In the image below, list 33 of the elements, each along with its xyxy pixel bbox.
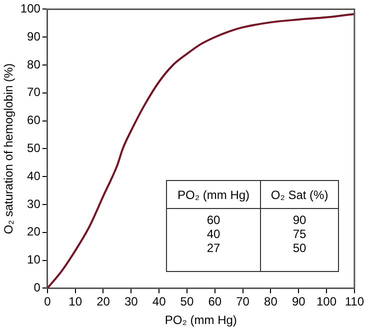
annotation: 50 [292,241,308,256]
annotation: 27 [206,241,222,256]
y-tick-label: 50 [27,141,41,156]
x-axis-title: PO₂ (mm Hg) [164,313,237,328]
annotation: 90 [292,213,308,228]
x-tick-label: 70 [236,294,250,309]
y-tick-label: 20 [27,224,41,239]
annotation: 40 [206,227,222,242]
x-tick-label: 110 [344,294,364,309]
x-tick-label: 90 [292,294,306,309]
annotation: 75 [292,227,308,242]
y-tick-label: 60 [27,113,41,128]
x-tick-label: 10 [68,294,82,309]
y-tick-label: 90 [27,29,41,44]
x-tick-label: 60 [208,294,222,309]
y-tick-label: 0 [34,280,41,295]
annotation: PO₂ (mm Hg) [166,180,261,209]
x-tick-label: 50 [180,294,194,309]
x-tick-label: 100 [316,294,337,309]
x-tick-label: 0 [44,294,52,309]
y-tick-label: 30 [27,196,41,211]
x-tick-label: 40 [152,294,166,309]
x-tick-label: 20 [96,294,110,309]
y-tick-label: 10 [27,252,41,267]
y-axis-title: O₂ saturation of hemoglobin (%) [2,63,16,234]
annotation: O₂ Sat (%) [260,180,338,209]
x-tick-label: 30 [124,294,138,309]
y-tick-label: 70 [27,85,41,100]
y-tick-label: 100 [20,2,41,16]
annotation: 60 [206,213,222,228]
y-tick-label: 40 [27,168,41,183]
y-tick-label: 80 [27,57,41,72]
x-tick-label: 80 [264,294,278,309]
